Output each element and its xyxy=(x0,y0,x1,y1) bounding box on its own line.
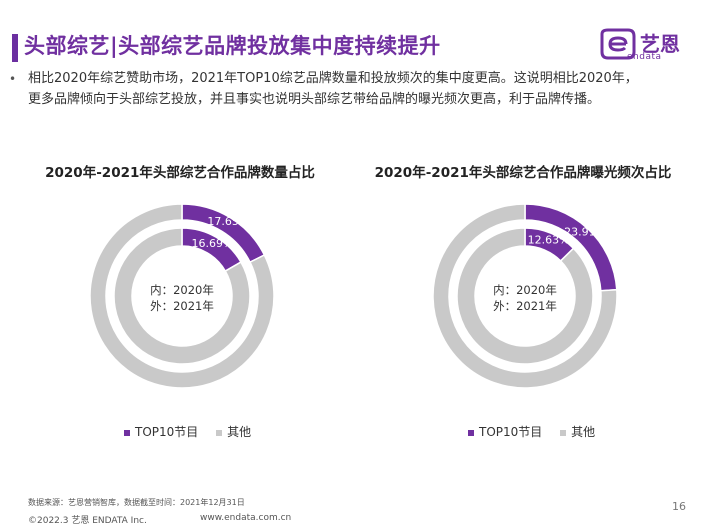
legend-swatch-top10 xyxy=(124,429,130,436)
legend-swatch-top10 xyxy=(468,429,474,436)
chart-1-legend: TOP10节目 其他 xyxy=(124,423,265,440)
legend-label-top10: TOP10节目 xyxy=(479,425,543,439)
outer-ring-data-label: 17.65% xyxy=(207,215,249,228)
data-source: 数据来源：艺恩营销智库，数据截至时间：2021年12月31日 xyxy=(28,498,245,507)
center-label-outer: 外：2021年 xyxy=(150,299,214,313)
center-label-outer: 外：2021年 xyxy=(493,299,557,313)
logo-text: 艺恩 xyxy=(640,32,680,56)
legend-label-other: 其他 xyxy=(227,425,252,439)
inner-ring-data-label: 16.69% xyxy=(192,237,234,250)
summary-line-1: 相比2020年综艺赞助市场，2021年TOP10综艺品牌数量和投放频次的集中度更… xyxy=(28,71,638,86)
title-accent-bar xyxy=(12,34,18,62)
legend-label-other: 其他 xyxy=(571,425,596,439)
page-number: 16 xyxy=(672,500,686,513)
legend-item-top10: TOP10节目 xyxy=(468,423,542,440)
page-title: 头部综艺|头部综艺品牌投放集中度持续提升 xyxy=(24,34,441,58)
summary-line-2: 更多品牌倾向于头部综艺投放，并且事实也说明头部综艺带给品牌的曝光频次更高，利于品… xyxy=(28,92,601,107)
outer-ring-data-label: 23.91% xyxy=(564,226,606,239)
legend-swatch-other xyxy=(560,429,567,436)
outer-ring-slice-other xyxy=(89,203,275,389)
outer-ring-slice-other xyxy=(432,203,618,389)
summary-text: 相比2020年综艺赞助市场，2021年TOP10综艺品牌数量和投放频次的集中度更… xyxy=(28,68,678,110)
legend-label-top10: TOP10节目 xyxy=(135,425,199,439)
copyright: ©2022.3 艺恩 ENDATA Inc. xyxy=(28,516,147,526)
website-link[interactable]: www.endata.com.cn xyxy=(200,513,292,523)
chart-2-title: 2020年-2021年头部综艺合作品牌曝光频次占比 xyxy=(374,165,672,181)
logo-subtext: endata xyxy=(627,52,662,62)
legend-swatch-other xyxy=(216,429,223,436)
legend-item-other: 其他 xyxy=(560,423,595,440)
endata-logo-icon xyxy=(600,28,636,60)
center-label-inner: 内：2020年 xyxy=(150,283,214,297)
center-label-inner: 内：2020年 xyxy=(493,283,557,297)
chart-1-title: 2020年-2021年头部综艺合作品牌数量占比 xyxy=(45,165,315,181)
inner-ring-data-label: 12.63% xyxy=(528,234,570,247)
bullet-icon: • xyxy=(9,72,17,86)
inner-ring-slice-other xyxy=(113,227,251,365)
legend-item-other: 其他 xyxy=(216,423,251,440)
inner-ring-slice-other xyxy=(456,227,594,365)
chart-2-legend: TOP10节目 其他 xyxy=(468,423,609,440)
legend-item-top10: TOP10节目 xyxy=(124,423,198,440)
